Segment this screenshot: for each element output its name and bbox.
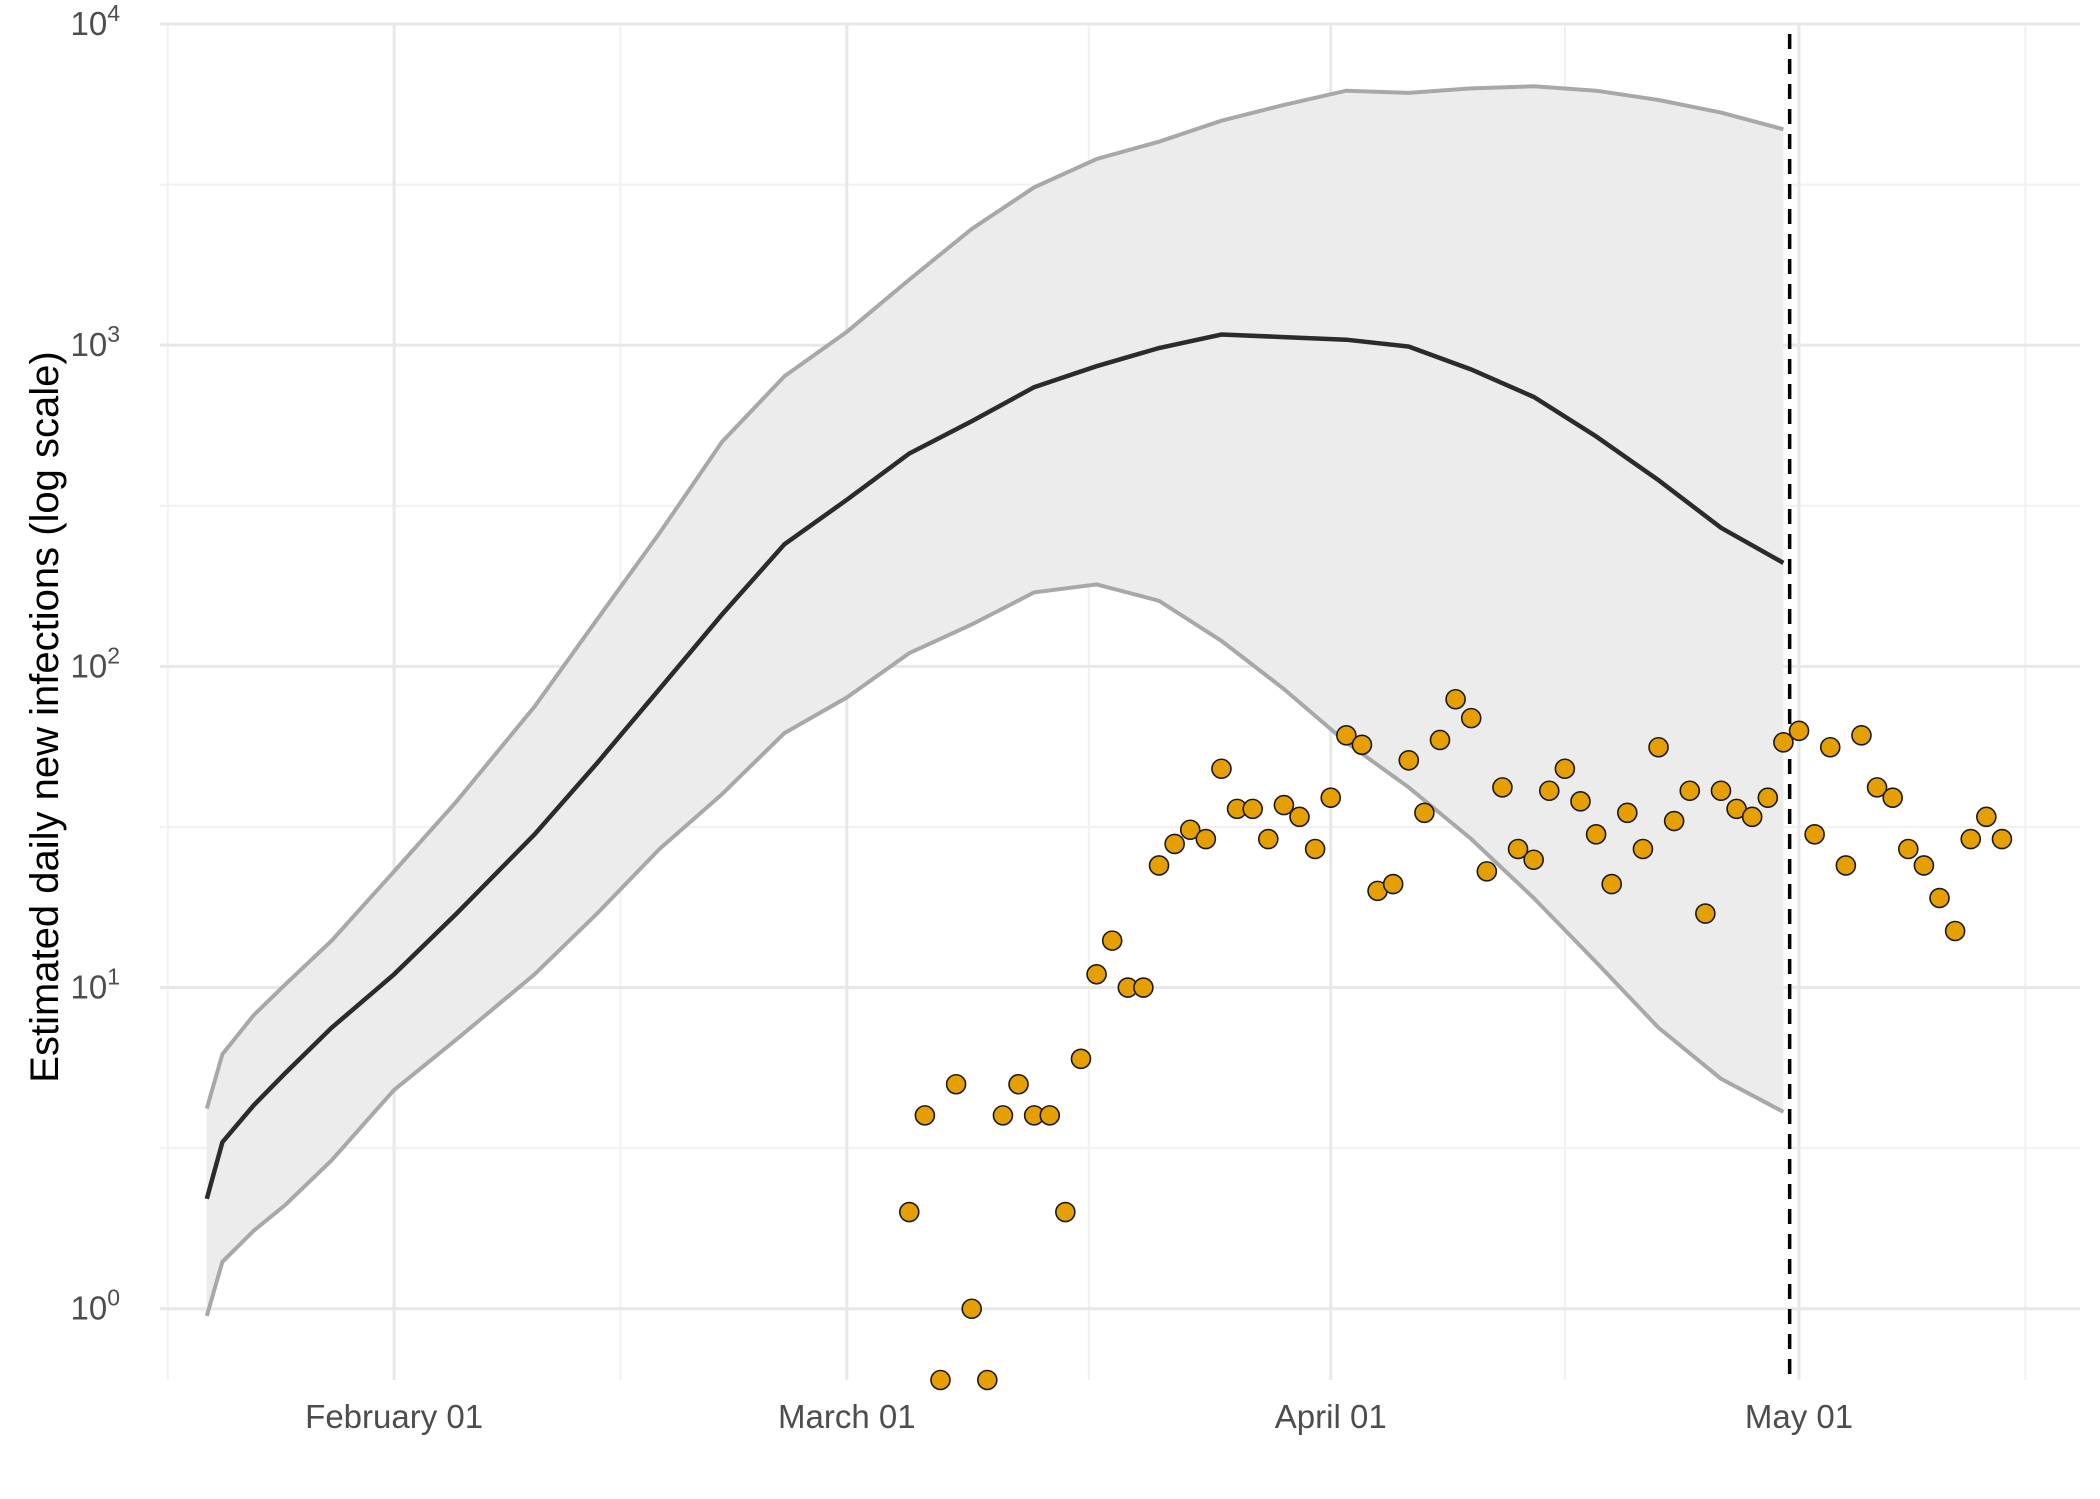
observed-point — [930, 1369, 951, 1391]
observed-point — [1523, 849, 1544, 871]
observed-point — [1913, 855, 1935, 876]
observed-point — [1773, 732, 1794, 753]
observed-point — [1679, 780, 1701, 802]
median-line — [204, 332, 1785, 1200]
x-axis-ticks: February 01 March 01 April 01 May 01 — [305, 1398, 1853, 1435]
observed-point — [1835, 855, 1857, 876]
observed-point — [1101, 930, 1123, 951]
observed-point — [1585, 824, 1607, 845]
observed-point — [1648, 736, 1669, 758]
observed-point — [1554, 758, 1576, 780]
observed-point — [1257, 828, 1279, 850]
y-axis-title: Estimated daily new infections (log scal… — [23, 351, 67, 1082]
observed-point — [1507, 838, 1529, 860]
observed-point — [992, 1105, 1014, 1126]
y-tick-label: 103 — [70, 321, 120, 363]
observed-point — [1211, 758, 1232, 780]
band-fill — [206, 86, 1784, 1316]
x-tick-label: March 01 — [778, 1398, 916, 1435]
y-axis-ticks: 100 101 102 103 104 — [70, 0, 120, 1327]
observed-point — [1897, 838, 1919, 860]
observed-point — [1492, 777, 1513, 798]
observed-point — [1414, 802, 1435, 824]
observed-point — [1976, 806, 1997, 828]
observed-point — [945, 1073, 967, 1095]
observed-point — [1804, 824, 1825, 845]
observed-point — [1429, 729, 1451, 751]
observed-point — [1710, 780, 1732, 802]
observed-point — [1445, 688, 1466, 710]
uncertainty-band — [206, 86, 1784, 1316]
y-tick-label: 104 — [70, 0, 120, 42]
x-tick-label: May 01 — [1745, 1398, 1853, 1435]
observed-point — [1538, 780, 1560, 802]
observed-point — [1866, 777, 1888, 798]
observed-point — [898, 1201, 920, 1223]
observed-point — [1273, 794, 1295, 816]
upper-bound-line — [204, 84, 1784, 1110]
observed-point — [1336, 725, 1357, 746]
observed-point — [961, 1298, 983, 1320]
observed-point — [1991, 828, 2013, 850]
observed-point — [1570, 791, 1591, 812]
observed-point — [1695, 903, 1716, 924]
observed-point — [1632, 838, 1654, 860]
observed-point — [1148, 855, 1170, 876]
observed-point — [1663, 810, 1685, 832]
observed-point — [1351, 734, 1373, 756]
observed-point — [1055, 1201, 1076, 1223]
observed-point — [1133, 977, 1154, 998]
observed-points — [898, 688, 2013, 1391]
observed-point — [1164, 833, 1185, 855]
observed-point — [1179, 819, 1201, 841]
observed-point — [1788, 720, 1810, 742]
observed-point — [1070, 1048, 1092, 1070]
observed-point — [1398, 749, 1420, 771]
observed-point — [1289, 806, 1310, 828]
observed-point — [1039, 1105, 1061, 1126]
x-tick-label: February 01 — [305, 1398, 483, 1435]
observed-point — [1929, 887, 1950, 909]
lower-bound-line — [204, 582, 1785, 1317]
observed-point — [1741, 806, 1763, 828]
observed-point — [1460, 707, 1482, 729]
observed-point — [1304, 838, 1326, 860]
y-tick-label: 102 — [70, 642, 120, 684]
observed-point — [1851, 725, 1872, 746]
observed-point — [1819, 736, 1841, 758]
observed-point — [1882, 787, 1903, 809]
estimate-lines — [204, 84, 1785, 1317]
observed-point — [1944, 920, 1966, 942]
y-tick-label: 101 — [70, 964, 120, 1006]
observed-point — [1617, 802, 1638, 824]
observed-point — [1320, 787, 1342, 809]
observed-point — [1601, 873, 1623, 895]
observed-point — [1242, 798, 1263, 820]
observed-point — [1195, 828, 1217, 850]
observed-point — [1960, 828, 1982, 850]
observed-point — [1757, 787, 1779, 809]
observed-point — [1008, 1073, 1029, 1095]
observed-point — [1476, 861, 1498, 882]
observed-point — [1382, 873, 1404, 895]
observed-point — [1086, 963, 1107, 985]
y-tick-label: 100 — [70, 1285, 120, 1327]
observed-point — [914, 1105, 936, 1126]
x-tick-label: April 01 — [1275, 1398, 1387, 1435]
observed-point — [977, 1369, 998, 1391]
